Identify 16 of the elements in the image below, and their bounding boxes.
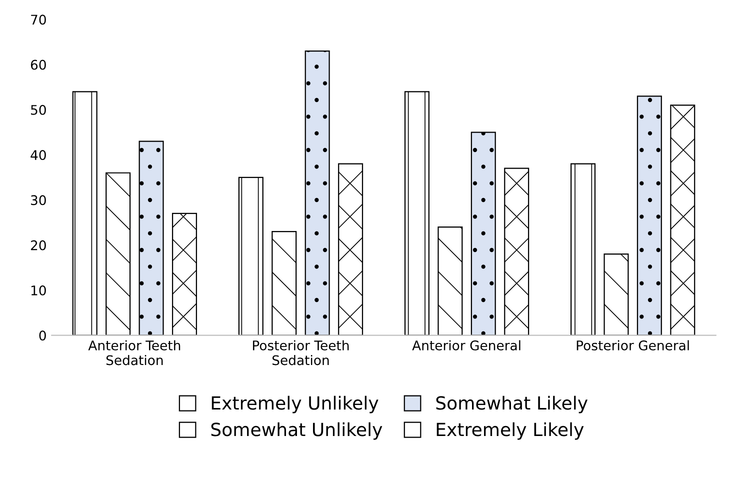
y-tick-label: 50	[31, 104, 46, 115]
x-tick-label: Posterior Teeth Sedation	[252, 340, 349, 366]
y-tick-label: 70	[31, 14, 46, 25]
legend-label: Somewhat Unlikely	[211, 422, 382, 440]
y-tick-label: 20	[30, 240, 46, 250]
y-tick-label: 0	[39, 330, 46, 341]
x-tick-label: Anterior General	[412, 340, 520, 350]
legend-label: Somewhat Likely	[436, 396, 588, 414]
y-tick-label: 60	[30, 60, 46, 70]
x-tick-label: Anterior Teeth Sedation	[88, 340, 180, 366]
legend-label: Extremely Likely	[436, 422, 584, 440]
legend-label: Extremely Unlikely	[212, 396, 378, 414]
x-tick-label: Posterior General	[576, 340, 689, 350]
y-tick-label: 30	[31, 195, 46, 206]
y-tick-label: 40	[30, 150, 46, 160]
y-tick-label: 10	[31, 285, 46, 296]
